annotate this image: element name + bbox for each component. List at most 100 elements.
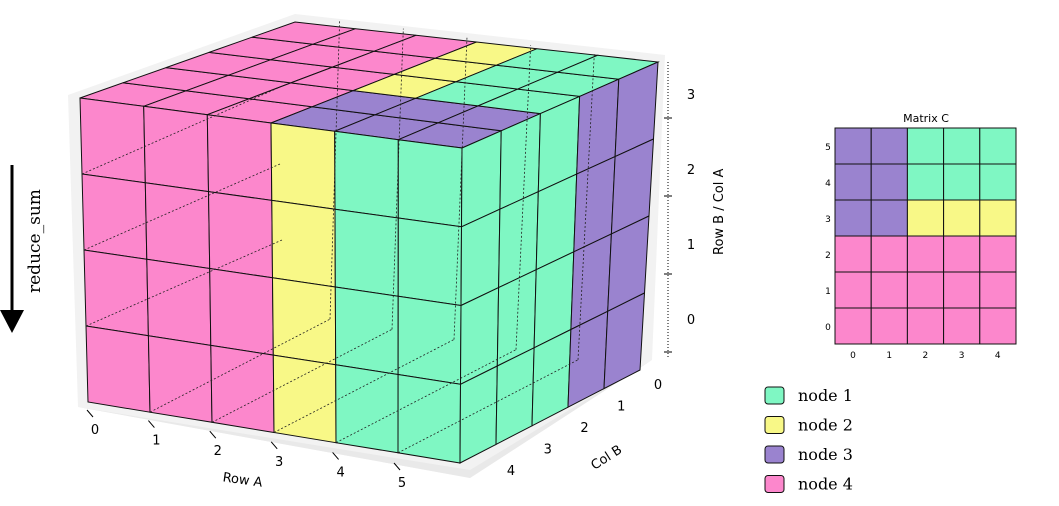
cube-hidden-line [329,20,341,320]
matrix-c-cell [943,235,981,273]
matrix-c-title: Matrix C [903,112,949,125]
matrix-c-cell [870,127,908,165]
matrix-c-cell [979,271,1017,309]
matrix-c-cell [870,271,908,309]
legend-swatch [764,445,785,464]
matrix-c-cell [943,127,981,165]
row-a-tick-label: 5 [398,476,406,491]
row-a-tick-label: 2 [214,444,222,459]
z-tick-label: 1 [687,238,695,253]
cube-front-cell [144,182,211,270]
matrix-c-cell [943,199,981,237]
cube-front-cell [207,191,274,279]
matrix-c-x-tick: 2 [923,351,929,361]
cube-front-cell [270,122,336,210]
matrix-c-cell [870,235,908,273]
matrix-c-cell [906,163,945,201]
legend-swatch [764,416,785,434]
cube-front-cell [147,335,213,423]
matrix-c-y-tick: 0 [825,323,831,333]
row-a-tick-label: 3 [275,455,283,470]
cube-front-cell [335,364,399,454]
matrix-c-grid [834,127,1017,345]
matrix-c-y-tick: 3 [825,215,831,225]
row-a-tick [86,409,94,418]
cube-front-cell [85,325,151,413]
matrix-c-cell [834,163,872,201]
matrix-c-cell [834,271,872,309]
cube-front-cell [143,105,210,193]
matrix-c-cell [979,199,1017,237]
cube-front-cell [271,199,336,288]
row-a-tick-label: 4 [336,465,344,480]
cube-hidden-line [515,45,532,350]
row-a-tick-label: 1 [152,434,160,449]
matrix-c-y-tick: 1 [825,287,831,297]
cube-front-cell [210,344,275,434]
cube-front-cell [397,217,463,307]
cube-hidden-line [273,339,455,433]
cube-front-cell [271,277,337,366]
cube-hidden-line [453,36,468,340]
z-tick-label: 2 [687,163,695,178]
cube-front-cell [206,114,273,201]
col-b-tick-label: 3 [544,443,552,458]
matrix-c-cell [834,199,872,237]
legend: node 1 node 2 node 3 node 4 [764,386,853,494]
row-a-tick [148,420,155,428]
legend-swatch [764,386,785,405]
legend-label: node 3 [798,445,853,464]
cube-front-cell [272,354,337,444]
reduce-sum-arrow [0,165,24,333]
matrix-c-cell [834,127,872,165]
matrix-c-cell [979,235,1017,273]
legend-label: node 4 [798,475,853,494]
col-b-tick-label: 1 [617,400,625,415]
matrix-c-cell [834,307,872,345]
matrix-c-x-tick: 0 [850,351,856,361]
matrix-c-cell [943,307,981,345]
row-a-tick-label: 0 [91,423,99,438]
cube-front-cell [334,208,399,297]
matrix-c-cell [906,235,945,273]
matrix-c-cell [906,199,945,237]
row-a-axis-label: Row A [222,470,264,490]
matrix-c-y-tick: 5 [825,143,831,153]
cube-hidden-line [211,328,393,423]
matrix-c-cell [979,163,1017,201]
cube-front-cell [334,130,399,219]
row-b-col-a-axis-label: Row B / Col A [712,168,727,255]
col-b-tick-label: 0 [654,378,662,393]
matrix-c-ticks: 0 1 2 3 4 0 1 2 3 4 5 [825,143,1001,361]
matrix-c-cell [943,271,981,309]
matrix-c-cell [870,163,908,201]
row-b-col-a-axis: 0 1 2 3 [664,62,695,358]
col-b-tick-label: 4 [507,464,515,479]
matrix-c-y-tick: 2 [825,251,831,261]
matrix-c-y-tick: 4 [825,179,831,189]
col-b-axis-label: Col B [589,443,625,474]
cube-front-cell [397,373,462,464]
cube-front-cell [397,139,463,228]
legend-label: node 2 [798,416,853,435]
row-a-axis: 0 1 2 3 4 5 [86,409,406,491]
matrix-c-cell [906,271,945,309]
matrix-c-x-tick: 4 [995,351,1001,361]
matrix-c-cell [906,127,945,165]
cube-front-cell [79,97,146,184]
z-tick-label: 0 [687,313,695,328]
legend-swatch [764,475,785,493]
cube-hidden-line [577,53,595,360]
matrix-c-x-tick: 3 [959,351,965,361]
cube-right-cell [603,292,646,390]
cube-front-cell [397,295,462,385]
matrix-c-x-tick: 1 [886,351,892,361]
cube-front-cell [146,258,212,346]
reduce-sum-label: reduce_sum [25,189,45,293]
col-b-axis: 0 1 2 3 4 [507,378,662,479]
row-a-tick [332,452,339,460]
cube-front-cell [334,286,399,376]
matrix-c-cell [979,307,1017,345]
cube-front-cell [209,267,274,356]
